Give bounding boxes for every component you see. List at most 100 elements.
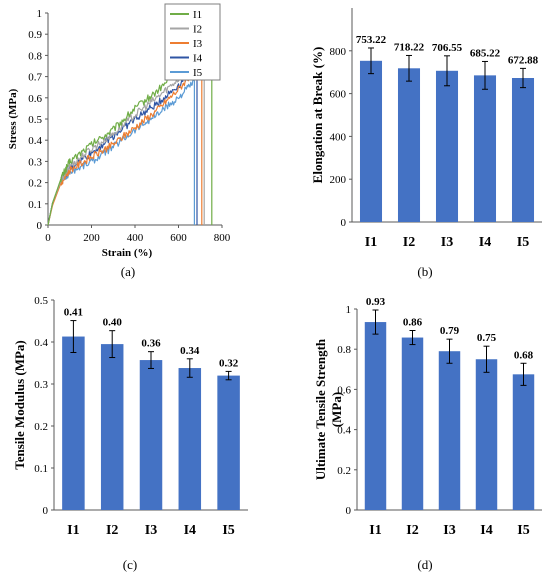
panel-label-a: (a): [121, 264, 135, 279]
category-label-i2: I2: [403, 235, 415, 250]
y-tick-label: 0.1: [34, 463, 48, 475]
y-tick-label: 0.4: [337, 425, 351, 437]
data-label-i4: 0.34: [180, 345, 200, 357]
bar-i4: [473, 75, 497, 223]
x-tick-label: 200: [83, 232, 100, 244]
y-tick-label: 0.2: [34, 421, 48, 433]
y-axis-title: Stress (MPa): [7, 88, 19, 149]
x-tick-label: 800: [214, 232, 231, 244]
category-label-i2: I2: [406, 523, 418, 538]
panel-label-c: (c): [123, 557, 137, 572]
y-tick-label: 0.8: [28, 50, 42, 62]
category-label-i4: I4: [184, 523, 196, 538]
y-tick-label: 0.3: [34, 379, 48, 391]
category-label-i5: I5: [517, 235, 529, 250]
y-tick-label: 0.7: [28, 72, 42, 84]
data-label-i5: 0.68: [514, 349, 534, 361]
y-tick-label: 1: [346, 304, 352, 316]
bar-i3: [435, 70, 459, 222]
category-label-i3: I3: [441, 235, 453, 250]
category-label-i5: I5: [517, 523, 529, 538]
y-axis-title-line-2: (MPa): [329, 392, 344, 427]
y-tick-label: 0: [341, 217, 347, 229]
data-label-i2: 718.22: [394, 41, 425, 53]
tensile-modulus-bar-chart: 0 0.1 0.2 0.3 0.4 0.5 0.41 I1 0.40 I2 0.36 I3 0.34 I4…: [12, 295, 248, 538]
data-label-i1: 0.41: [64, 307, 83, 319]
y-tick-label: 200: [330, 174, 347, 186]
panel-label-d: (d): [417, 557, 432, 572]
y-tick-label: 800: [330, 46, 347, 58]
legend-label-i2: I2: [193, 24, 202, 36]
bar-i1: [62, 336, 85, 510]
y-tick-label: 0.3: [28, 156, 42, 168]
data-label-i3: 0.79: [440, 325, 460, 337]
y-tick-label: 0.8: [337, 344, 351, 356]
y-tick-label: 0.4: [34, 337, 48, 349]
category-label-i1: I1: [67, 523, 79, 538]
data-label-i2: 0.40: [103, 317, 123, 329]
legend-label-i1: I1: [193, 9, 202, 21]
legend-label-i4: I4: [193, 53, 203, 65]
y-tick-label: 0.5: [28, 114, 42, 126]
elongation-bar-chart: 0 200 400 600 800 753.22 I1 718.22 I2 706.55 I3 685…: [310, 8, 542, 250]
bar-i3: [438, 351, 461, 510]
category-label-i4: I4: [480, 523, 492, 538]
y-tick-label: 0.2: [337, 465, 351, 477]
stress-strain-chart: 0 0.1 0.2 0.3 0.4 0.5 0.6 0.7 0.8 0.9 1 0 200 400 600 8…: [7, 3, 231, 259]
data-label-i3: 0.36: [141, 338, 161, 350]
bar-i1: [359, 60, 383, 223]
series-line-i4: [47, 64, 198, 226]
category-label-i2: I2: [106, 523, 118, 538]
category-label-i3: I3: [443, 523, 455, 538]
data-label-i4: 0.75: [477, 332, 497, 344]
uts-bar-chart: 0 0.2 0.4 0.6 0.8 1 0.93 I1 0.86 I2 0.79 I3 0.75 I4 0.…: [313, 296, 542, 538]
x-tick-label: 0: [45, 232, 51, 244]
y-axis-title-line-1: Ultimate Tensile Strength: [313, 338, 328, 480]
category-label-i3: I3: [145, 523, 157, 538]
bar-i3: [139, 360, 163, 510]
bar-i5: [511, 78, 535, 222]
y-tick-label: 0.6: [337, 384, 351, 396]
legend-label-i3: I3: [193, 38, 203, 50]
data-label-i5: 672.88: [508, 54, 539, 66]
bar-i4: [475, 359, 498, 510]
y-tick-label: 0.5: [34, 295, 48, 307]
x-tick-label: 400: [127, 232, 144, 244]
y-tick-label: 0: [37, 220, 43, 232]
data-label-i5: 0.32: [219, 357, 239, 369]
y-tick-label: 400: [330, 131, 347, 143]
bar-i2: [397, 68, 421, 222]
data-label-i4: 685.22: [470, 47, 501, 59]
bar-i5: [217, 375, 240, 510]
y-axis-title: Tensile Modulus (MPa): [12, 340, 27, 470]
bar-i1: [364, 322, 387, 510]
bar-i5: [512, 374, 535, 510]
y-tick-label: 1: [37, 8, 43, 20]
category-label-i1: I1: [369, 523, 381, 538]
y-tick-label: 0.4: [28, 135, 42, 147]
y-axis-title: Elongation at Break (%): [310, 47, 325, 184]
y-tick-label: 0: [346, 505, 352, 517]
y-tick-label: 0: [43, 505, 49, 517]
data-label-i1: 0.93: [366, 296, 386, 308]
y-tick-label: 0.6: [28, 93, 42, 105]
y-tick-label: 0.9: [28, 29, 42, 41]
category-label-i4: I4: [479, 235, 491, 250]
x-axis-title: Strain (%): [102, 247, 153, 259]
series-line-i5: [47, 78, 195, 226]
data-label-i2: 0.86: [403, 317, 423, 329]
bar-i2: [100, 344, 124, 510]
data-label-i3: 706.55: [432, 42, 463, 54]
bar-i4: [178, 368, 202, 510]
data-label-i1: 753.22: [356, 34, 387, 46]
x-tick-label: 600: [170, 232, 187, 244]
panel-label-b: (b): [417, 264, 432, 279]
category-label-i5: I5: [222, 523, 234, 538]
y-tick-label: 0.2: [28, 178, 42, 190]
category-label-i1: I1: [365, 235, 377, 250]
bar-i2: [401, 337, 424, 510]
legend-label-i5: I5: [193, 67, 203, 79]
y-tick-label: 0.1: [28, 199, 42, 211]
y-tick-label: 600: [330, 89, 347, 101]
